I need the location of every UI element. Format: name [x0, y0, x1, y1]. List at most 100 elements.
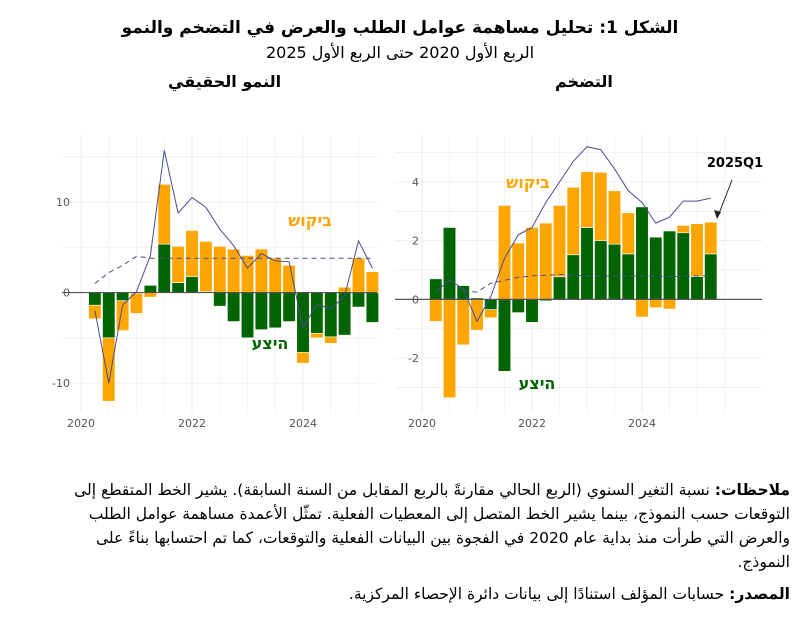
- supply-bar: [254, 292, 268, 330]
- supply-bar: [690, 276, 704, 300]
- demand-bar: [213, 246, 227, 293]
- supply-bar: [185, 276, 199, 293]
- supply-bar: [497, 299, 512, 372]
- demand-bar: [539, 222, 553, 300]
- supply-bar: [511, 299, 525, 313]
- supply-bar: [525, 299, 539, 323]
- source-label: المصدر:: [729, 585, 790, 603]
- supply-bar: [580, 227, 594, 300]
- demand-bar: [324, 336, 338, 344]
- supply-bar: [621, 253, 635, 300]
- actual-line: [435, 146, 711, 323]
- x-tick-label: 2020: [408, 417, 436, 430]
- demand-bar: [676, 225, 690, 234]
- supply-bar: [240, 292, 255, 339]
- supply-bar: [310, 292, 324, 334]
- supply-bar: [365, 292, 379, 323]
- notes-text: نسبة التغير السنوي (الربع الحالي مقارنةً…: [74, 481, 790, 571]
- demand-bar: [199, 241, 213, 292]
- figure-title: الشكل 1: تحليل مساهمة عوامل الطلب والعرض…: [121, 18, 679, 38]
- supply-bar: [116, 292, 130, 302]
- demand-bar: [566, 186, 580, 256]
- demand-bar: [282, 265, 296, 293]
- demand-bar: [594, 171, 608, 241]
- notes-paragraph: ملاحظات: نسبة التغير السنوي (الربع الحال…: [62, 478, 790, 574]
- actual-line: [94, 150, 373, 384]
- supply-bar: [338, 292, 352, 336]
- forecast-line: [94, 255, 373, 284]
- demand-bar: [649, 299, 663, 308]
- x-tick-label: 2022: [178, 417, 206, 430]
- demand-label: ביקוש: [288, 211, 332, 230]
- annotation-label: 2025Q1: [707, 156, 763, 171]
- supply-bar: [213, 292, 227, 307]
- x-tick-label: 2024: [289, 417, 317, 430]
- chart-panel-0: 10 0 -10 2020 2022 2024 ביקוש היצע: [52, 135, 379, 430]
- demand-bar: [635, 299, 649, 318]
- supply-bar: [268, 292, 282, 329]
- demand-bar: [268, 257, 282, 293]
- supply-bar: [429, 278, 443, 300]
- forecast-line: [463, 273, 711, 293]
- notes-label: ملاحظات:: [714, 481, 790, 499]
- supply-bar: [594, 240, 608, 300]
- x-tick-label: 2022: [518, 417, 546, 430]
- supply-label: היצע: [519, 374, 556, 393]
- demand-bar: [690, 223, 704, 277]
- y-tick-label: -2: [408, 352, 419, 365]
- supply-bar: [456, 285, 470, 300]
- demand-bar: [185, 230, 199, 278]
- supply-bar: [171, 282, 185, 293]
- demand-bar: [143, 292, 157, 298]
- y-tick-label: -10: [52, 377, 70, 390]
- demand-bar: [171, 246, 185, 283]
- x-tick-label: 2024: [628, 417, 656, 430]
- supply-bar: [282, 292, 296, 322]
- demand-bar: [365, 271, 379, 293]
- demand-bar: [227, 248, 241, 293]
- supply-bar: [442, 227, 457, 300]
- supply-bar: [649, 236, 663, 300]
- supply-bar: [88, 292, 102, 306]
- demand-bar: [621, 212, 635, 255]
- y-tick-label: 10: [56, 196, 70, 209]
- annotation-arrow: [717, 179, 733, 217]
- panel-title-inflation: التضخم: [555, 72, 613, 91]
- supply-bar: [296, 292, 310, 353]
- demand-bar: [157, 184, 171, 245]
- demand-bar: [102, 337, 116, 402]
- y-tick-label: 0: [412, 293, 419, 306]
- demand-bar: [129, 293, 144, 314]
- charts-svg: 10 0 -10 2020 2022 2024 ביקוש היצע 4 2 0 -2 2020 2022…: [52, 135, 763, 430]
- y-tick-label: 2: [412, 235, 419, 248]
- x-tick-label: 2020: [67, 417, 95, 430]
- demand-bar: [662, 299, 677, 310]
- notes-block: ملاحظات: نسبة التغير السنوي (الربع الحال…: [62, 478, 790, 614]
- supply-bar: [552, 276, 567, 300]
- demand-bar: [580, 171, 594, 228]
- demand-bar: [456, 299, 470, 346]
- arrow-head-icon: [714, 210, 721, 219]
- supply-bar: [351, 292, 366, 308]
- supply-bar: [157, 243, 171, 293]
- demand-label: ביקוש: [506, 173, 550, 192]
- demand-bar: [470, 299, 484, 331]
- supply-bar: [607, 243, 622, 300]
- supply-bar: [704, 253, 718, 300]
- demand-bar: [552, 205, 567, 278]
- demand-bar: [511, 242, 525, 300]
- source-paragraph: المصدر: حسابات المؤلف استنادًا إلى بيانا…: [62, 582, 790, 606]
- supply-bar: [143, 285, 157, 293]
- demand-bar: [484, 309, 498, 319]
- demand-bar: [607, 190, 622, 245]
- demand-bar: [704, 221, 718, 255]
- supply-label: היצע: [252, 334, 289, 353]
- demand-bar: [338, 286, 352, 293]
- supply-bar: [662, 230, 677, 300]
- supply-bar: [566, 254, 580, 300]
- demand-bar: [525, 227, 539, 300]
- demand-bar: [429, 299, 443, 322]
- supply-bar: [324, 292, 338, 338]
- demand-bar: [497, 205, 512, 300]
- panel-title-growth: النمو الحقيقي: [168, 72, 282, 91]
